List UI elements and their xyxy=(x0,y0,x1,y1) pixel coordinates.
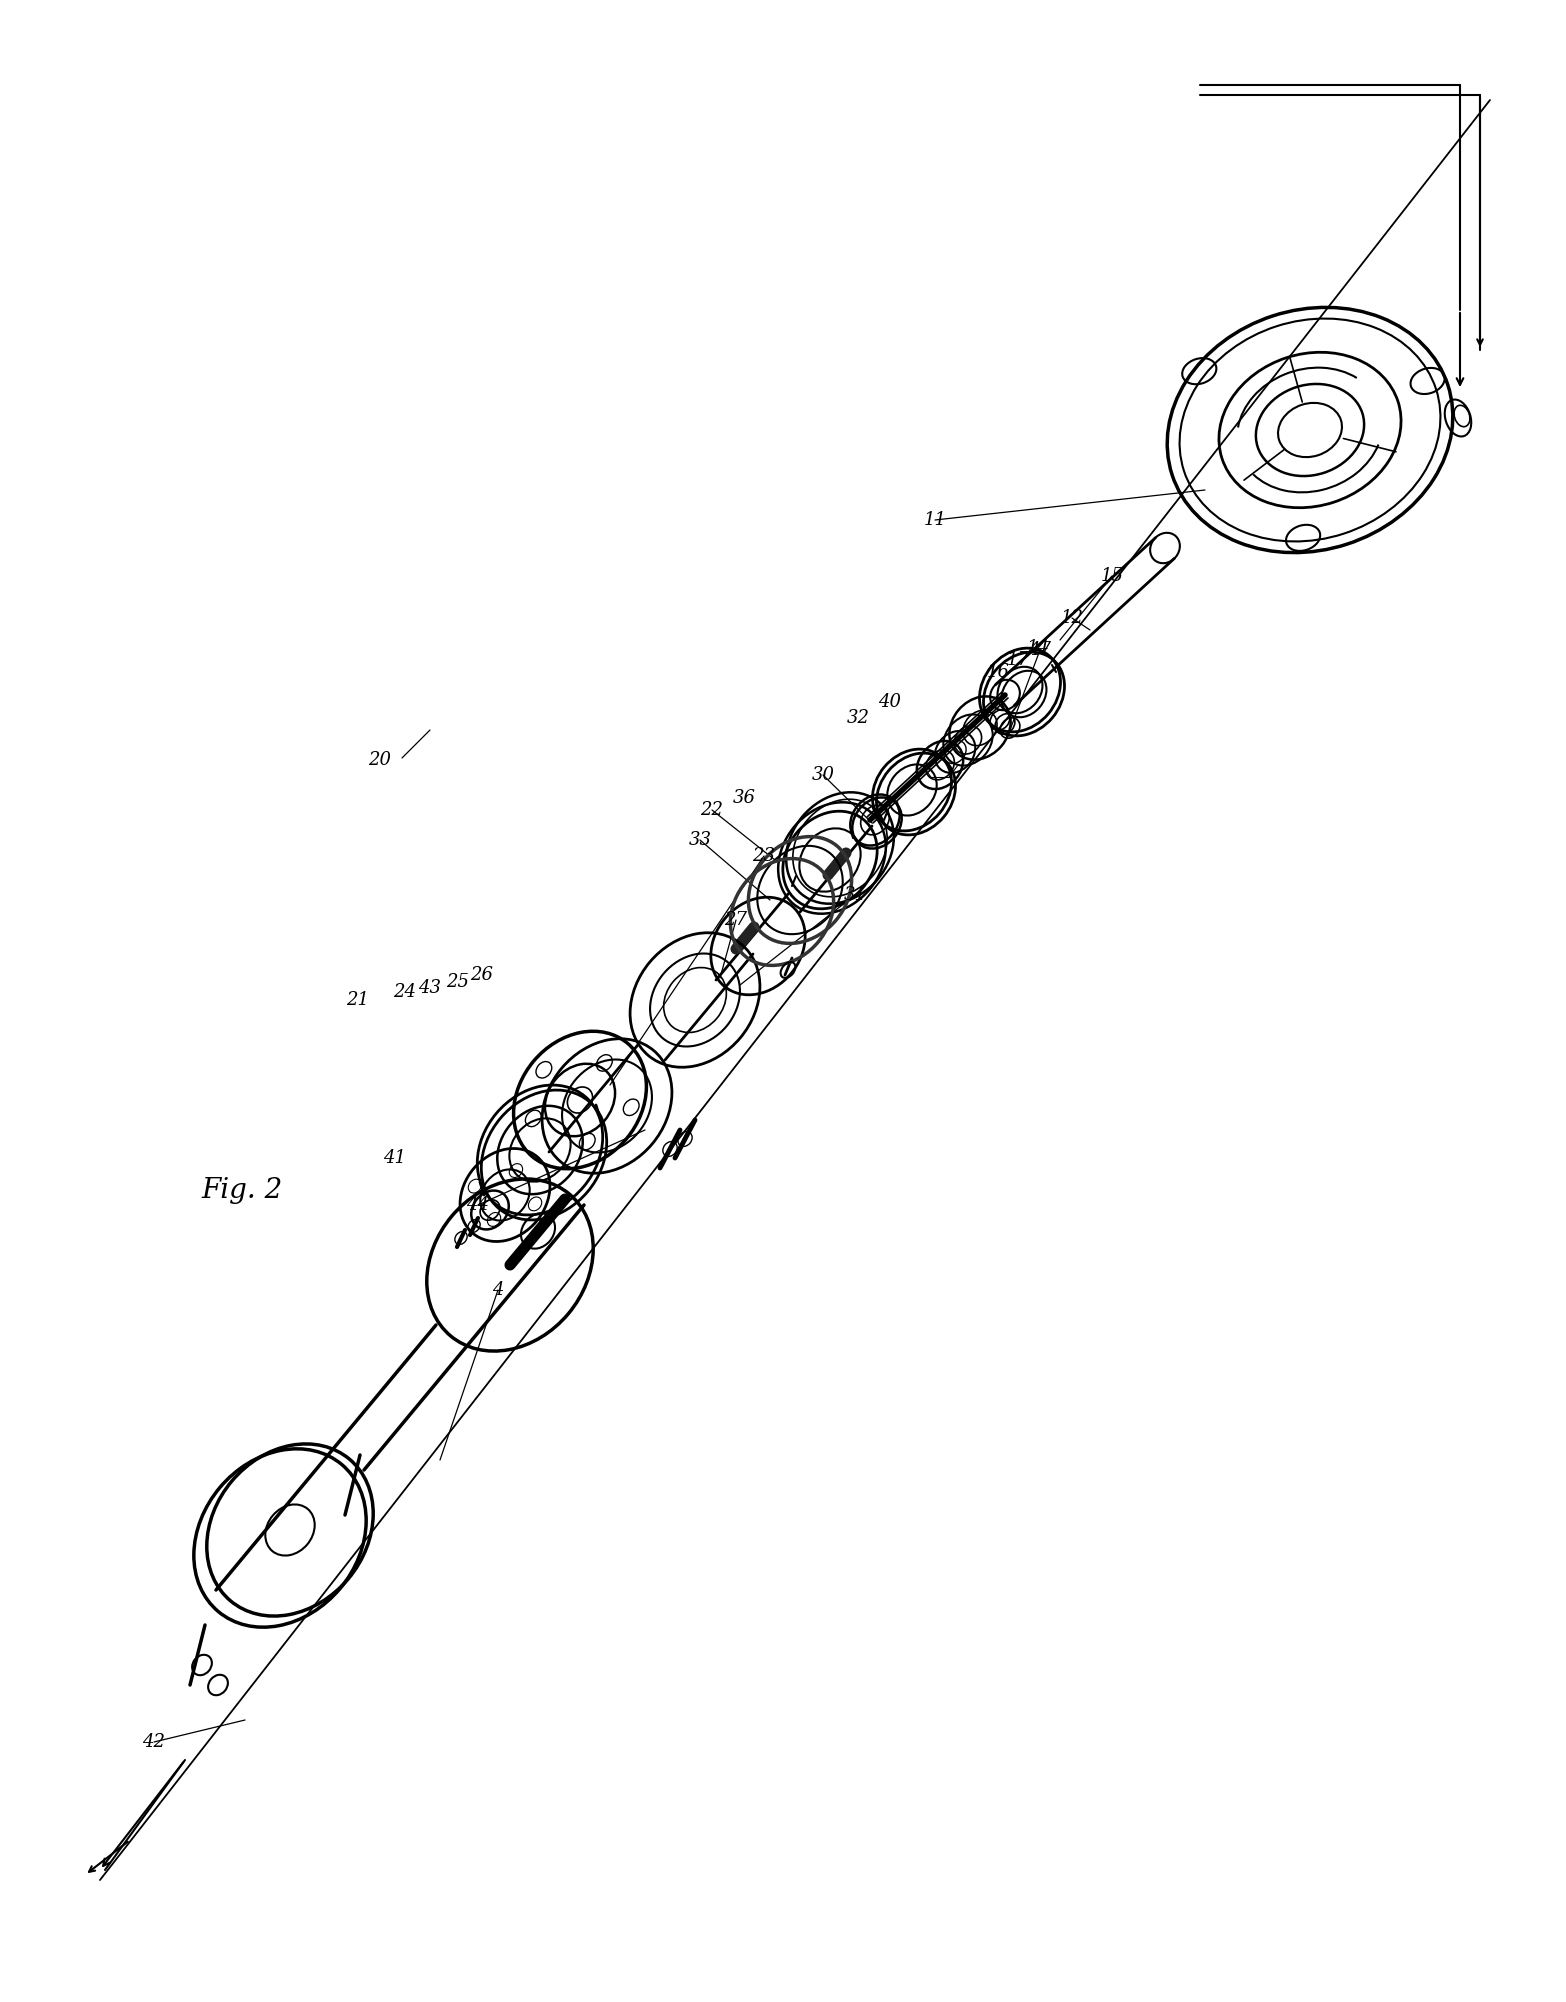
Text: 11: 11 xyxy=(924,511,946,529)
Text: 17: 17 xyxy=(1007,651,1029,669)
Text: 41: 41 xyxy=(384,1149,407,1167)
Text: 36: 36 xyxy=(733,789,755,807)
Text: 25: 25 xyxy=(446,973,470,991)
Text: 47: 47 xyxy=(1029,641,1051,659)
Text: 26: 26 xyxy=(470,967,493,985)
Text: 23: 23 xyxy=(753,847,775,865)
Text: 31: 31 xyxy=(844,887,866,905)
Text: 33: 33 xyxy=(689,831,711,849)
Text: 4: 4 xyxy=(492,1281,504,1299)
Text: 16: 16 xyxy=(987,663,1010,681)
Text: 32: 32 xyxy=(847,709,869,727)
Text: 44: 44 xyxy=(467,1195,490,1213)
Text: 24: 24 xyxy=(393,983,417,1001)
Text: 14: 14 xyxy=(1026,639,1049,657)
Text: 30: 30 xyxy=(811,767,835,785)
Text: 21: 21 xyxy=(346,991,370,1009)
Text: 22: 22 xyxy=(700,801,723,819)
Text: 40: 40 xyxy=(879,693,902,711)
Text: 42: 42 xyxy=(143,1734,166,1752)
Text: 27: 27 xyxy=(725,911,747,929)
Text: Fig. 2: Fig. 2 xyxy=(202,1177,282,1205)
Text: 12: 12 xyxy=(1060,609,1084,627)
Text: 20: 20 xyxy=(368,751,392,769)
Text: 43: 43 xyxy=(418,979,442,997)
Text: 15: 15 xyxy=(1101,567,1123,585)
